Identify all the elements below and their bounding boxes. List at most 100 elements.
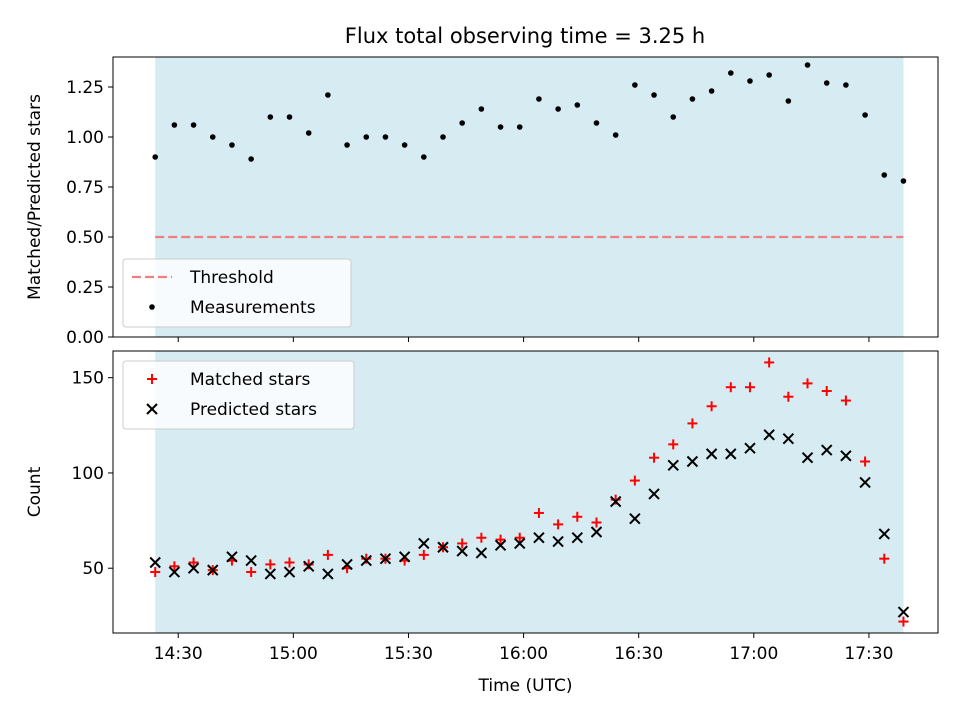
x-tick-label: 16:00 [499,644,548,664]
matched-point [725,382,736,393]
predicted-point [418,537,430,550]
measurement-point [747,78,753,84]
measurement-point [593,120,600,126]
x-tick-label: 16:30 [614,644,663,664]
legend-matched-swatch [147,374,157,384]
y-tick-label: 0.50 [66,228,104,248]
measurement-point [267,114,274,120]
measurement-point [632,82,638,88]
matched-point [553,519,564,530]
y-axis-label: Count [25,466,45,517]
matched-point [591,517,602,528]
predicted-point [763,429,775,441]
measurement-point [823,80,830,86]
predicted-point [648,488,660,500]
y-tick-label: 50 [82,559,104,579]
matched-point [610,494,621,505]
measurement-point [862,112,868,118]
matched-point [802,378,813,389]
matched-point [783,391,794,402]
matched-point [169,561,180,572]
predicted-point [360,554,372,567]
predicted-point [725,448,737,460]
predicted-point [629,512,641,525]
matched-point [668,439,679,450]
matched-point [514,532,525,543]
predicted-point [283,566,296,578]
measurement-point [555,106,561,112]
measurement-point [152,154,159,160]
predicted-point [897,606,910,618]
predicted-point [437,541,449,553]
y-tick-label: 100 [72,464,104,484]
predicted-point [686,455,699,468]
matched-point [188,557,199,568]
predicted-point [494,539,507,552]
y-tick-label: 150 [72,369,104,389]
measurement-point [325,92,331,98]
measurement-point [421,154,427,160]
y-tick-label: 1.25 [66,78,104,98]
matched-point [418,549,429,560]
matched-point [457,538,468,549]
legend-entry: Measurements [190,298,316,318]
measurement-point [401,142,408,148]
measurement-point [440,134,446,140]
legend-entry: Predicted stars [190,400,317,420]
legend-box [122,360,355,430]
measurement-point [190,122,197,128]
measurement-point [612,132,619,138]
legend-entry: Matched stars [190,370,310,390]
y-tick-label: 0.75 [66,178,104,198]
predicted-point [514,537,526,550]
predicted-point [168,566,181,578]
matched-point [361,553,372,564]
legend-box [122,258,352,328]
predicted-point [533,532,545,544]
predicted-point [705,448,718,460]
predicted-point [264,568,277,580]
predicted-point [226,551,238,563]
y-tick-label: 0.25 [66,278,104,298]
predicted-point [379,552,392,565]
measurement-point [478,106,485,112]
predicted-point [187,562,200,574]
predicted-point [322,568,334,580]
measurement-point [286,114,293,120]
matched-point [629,475,640,486]
matched-point [840,395,851,406]
x-tick-label: 17:00 [729,644,778,664]
measurement-point [305,130,312,136]
predicted-point [801,451,814,464]
y-tick-label: 0.00 [66,328,104,348]
measurement-point [670,114,677,120]
predicted-point [552,535,564,548]
matched-point [495,534,506,545]
predicted-point [878,528,890,540]
bottom-panel: 14:30 15:00 15:30 16:00 16:30 17:00 17:30 50 100… [25,350,939,696]
x-tick-label: 15:00 [269,644,318,664]
matched-point [476,532,487,543]
measurement-point [689,96,696,102]
measurement-point [459,120,465,126]
measurement-point [900,178,907,184]
legend-predicted-swatch [146,403,158,415]
predicted-point [782,432,795,445]
matched-point [706,401,717,412]
matched-point [284,557,295,568]
measurement-point [536,96,542,102]
predicted-point [667,459,679,472]
y-axis-label: Matched/Predicted stars [25,94,45,300]
matched-point [533,507,544,518]
predicted-point [840,450,852,462]
measurement-point [382,134,389,140]
measurement-point [651,92,657,98]
matched-point [879,553,890,564]
matched-point [150,567,161,578]
measurement-point [209,134,216,140]
plot-frame [112,56,939,338]
predicted-point [571,532,584,544]
measurement-point [766,72,772,78]
matched-point [649,452,660,463]
